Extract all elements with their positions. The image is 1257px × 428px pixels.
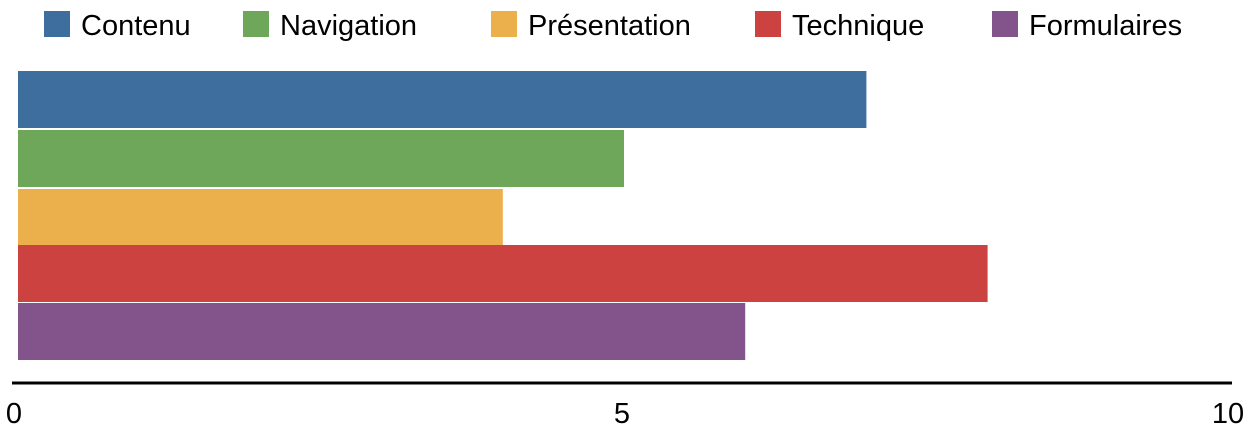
bar-presentation [18,189,503,246]
bar-formulaires [18,303,746,360]
legend-swatch-technique [755,11,781,37]
bar-navigation [18,130,624,187]
legend-label-presentation: Présentation [528,10,691,42]
x-tick-label-5: 5 [614,398,630,428]
x-axis-ticks: 0 5 10 [6,398,1244,428]
chart-legend: Contenu Navigation Présentation Technique Fo… [44,10,1182,42]
x-tick-label-0: 0 [6,398,22,428]
legend-label-formulaires: Formulaires [1029,10,1182,42]
bar-contenu [18,71,867,128]
x-tick-label-10: 10 [1212,398,1244,428]
legend-swatch-presentation [491,11,517,37]
legend-label-technique: Technique [792,10,924,42]
legend-label-navigation: Navigation [280,10,417,42]
bar-technique [18,245,988,302]
legend-swatch-formulaires [992,11,1018,37]
legend-swatch-navigation [243,11,269,37]
legend-label-contenu: Contenu [81,10,191,42]
bar-group [18,71,988,360]
legend-swatch-contenu [44,11,70,37]
